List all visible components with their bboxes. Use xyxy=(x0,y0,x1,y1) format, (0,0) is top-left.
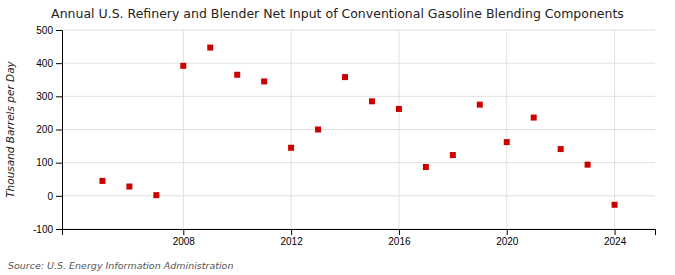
points xyxy=(99,45,617,208)
point xyxy=(585,162,591,168)
y-tick: 400 xyxy=(36,58,62,69)
point xyxy=(99,178,105,184)
y-grid-line xyxy=(62,162,655,163)
point xyxy=(450,152,456,158)
grid xyxy=(62,30,655,229)
x-grid-line xyxy=(506,30,507,229)
y-grid-line xyxy=(62,63,655,64)
point xyxy=(288,145,294,151)
y-tick: 0 xyxy=(47,191,62,202)
y-axis: -100 0 100 200 300 400 500 xyxy=(33,25,63,235)
point xyxy=(261,78,267,84)
point xyxy=(342,74,348,80)
point xyxy=(396,106,402,112)
y-tick-label: 500 xyxy=(36,25,53,36)
point xyxy=(153,192,159,198)
y-tick-label: 0 xyxy=(47,191,53,202)
x-tick-label: 2020 xyxy=(496,236,519,247)
x-tick-label: 2024 xyxy=(604,236,627,247)
x-axis-line xyxy=(63,230,656,236)
y-tick-mark xyxy=(56,30,62,31)
point xyxy=(423,164,429,170)
point xyxy=(180,63,186,69)
y-tick-mark xyxy=(56,130,62,131)
plot-area: 2008 2012 2016 2020 2024 -100 0 100 200 300 400 500 xyxy=(33,25,656,247)
point xyxy=(369,98,375,104)
point xyxy=(612,202,618,208)
point xyxy=(315,127,321,133)
y-tick: 100 xyxy=(36,157,62,168)
y-tick-mark xyxy=(56,163,62,164)
y-tick: 200 xyxy=(36,124,62,135)
x-grid-line xyxy=(614,30,615,229)
point xyxy=(558,146,564,152)
x-tick: 2012 xyxy=(280,229,303,247)
chart: 2008 2012 2016 2020 2024 -100 0 100 200 300 400 500… xyxy=(0,0,675,275)
point xyxy=(126,184,132,190)
x-tick-label: 2012 xyxy=(280,236,303,247)
x-tick-mark xyxy=(291,229,292,235)
x-grid-line xyxy=(398,30,399,229)
x-tick-mark xyxy=(183,229,184,235)
point xyxy=(504,139,510,145)
y-tick-mark xyxy=(56,229,62,230)
y-tick: -100 xyxy=(33,224,62,235)
x-axis: 2008 2012 2016 2020 2024 xyxy=(63,229,656,247)
y-tick-mark xyxy=(56,196,62,197)
y-tick-label: 200 xyxy=(36,124,53,135)
x-grid-line xyxy=(183,30,184,229)
y-grid-line xyxy=(62,96,655,97)
x-grid-line xyxy=(291,30,292,229)
x-tick-label: 2016 xyxy=(388,236,411,247)
y-tick-label: -100 xyxy=(33,224,53,235)
x-tick-label: 2008 xyxy=(173,236,196,247)
x-tick: 2020 xyxy=(496,229,519,247)
y-tick: 500 xyxy=(36,25,62,36)
y-axis-label: Thousand Barrels per Day xyxy=(4,60,16,197)
title: Annual U.S. Refinery and Blender Net Inp… xyxy=(51,6,624,21)
y-tick-label: 400 xyxy=(36,58,53,69)
y-tick: 300 xyxy=(36,91,62,102)
y-tick-mark xyxy=(56,63,62,64)
y-tick-mark xyxy=(56,96,62,97)
x-tick-mark xyxy=(615,229,616,235)
x-tick-mark xyxy=(399,229,400,235)
y-tick-label: 100 xyxy=(36,157,53,168)
point xyxy=(531,115,537,121)
x-tick: 2016 xyxy=(388,229,411,247)
y-grid-line xyxy=(62,30,655,31)
x-tick: 2008 xyxy=(173,229,196,247)
point xyxy=(477,102,483,108)
y-tick-label: 300 xyxy=(36,91,53,102)
y-axis-line xyxy=(56,31,63,230)
point xyxy=(234,72,240,78)
point xyxy=(207,45,213,51)
x-tick: 2024 xyxy=(604,229,627,247)
source-note: Source: U.S. Energy Information Administ… xyxy=(8,260,233,271)
y-grid-line xyxy=(62,195,655,196)
x-tick-mark xyxy=(507,229,508,235)
y-grid-line xyxy=(62,129,655,130)
